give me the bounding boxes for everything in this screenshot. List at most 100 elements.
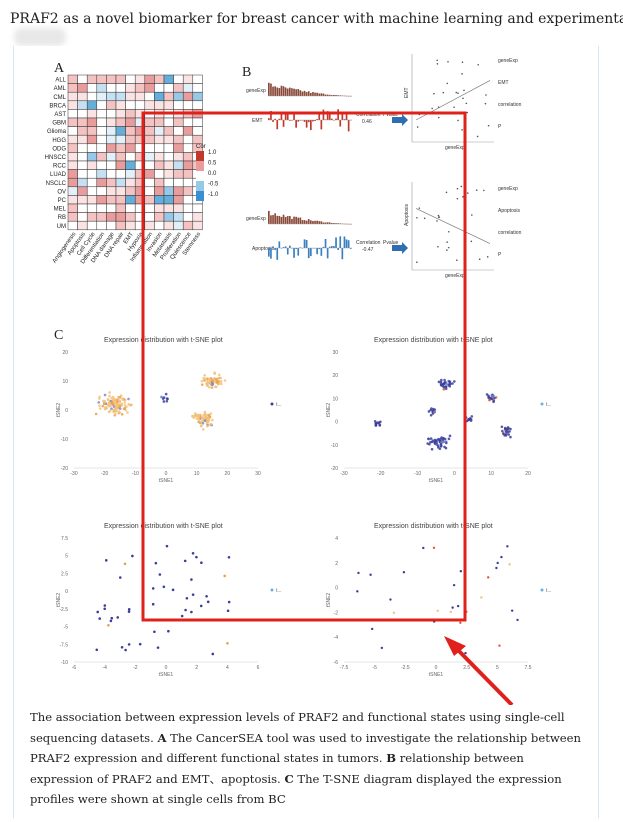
- heatmap-cell: [115, 169, 126, 179]
- heatmap-cell: [182, 126, 194, 136]
- heatmap-row-label: LUAD: [50, 172, 67, 178]
- track-bar: [289, 216, 291, 224]
- heatmap-cell: [86, 143, 98, 153]
- tsne-point: [206, 600, 210, 604]
- tsne-point: [197, 420, 200, 424]
- heatmap-cell: [154, 83, 165, 93]
- heatmap-cell: [125, 152, 136, 162]
- tsne-point: [211, 379, 215, 383]
- tsne-point: [153, 630, 156, 634]
- tsne-point: [490, 397, 494, 401]
- tsne-point: [444, 385, 448, 389]
- track-bar: [270, 110, 272, 120]
- tsne-point: [103, 604, 107, 607]
- track-bar: [314, 92, 316, 96]
- heatmap-cell: [154, 160, 165, 170]
- scatter-point: [446, 241, 448, 243]
- tsne-point: [205, 417, 209, 420]
- heatmap-cell: [182, 100, 194, 110]
- tsne-ytick: 30: [332, 350, 338, 356]
- tsne-plot-title: Expression distribution with t-SNE plot: [104, 523, 223, 530]
- tsne-point: [206, 424, 209, 428]
- tsne-xlabel: tSNE1: [429, 672, 444, 678]
- track-bar: [299, 90, 302, 96]
- tsne-point: [97, 401, 100, 404]
- heatmap-row-label: BRCA: [49, 103, 66, 109]
- b-legend-item: P: [498, 252, 502, 258]
- heatmap-cell: [173, 186, 184, 196]
- track-bar: [333, 94, 335, 96]
- track-label: geneExp: [246, 216, 266, 222]
- heatmap-cell: [144, 220, 155, 231]
- track-bar: [312, 92, 314, 96]
- tsne-xtick: 4: [226, 665, 229, 671]
- heatmap-cell: [96, 117, 107, 127]
- tsne-point: [114, 402, 117, 406]
- tsne-point: [447, 437, 451, 441]
- legend-swatch: [196, 151, 204, 161]
- tsne-ytick: -2.5: [59, 607, 68, 613]
- heatmap-cell: [77, 152, 88, 162]
- tsne-point: [500, 425, 504, 429]
- heatmap-row-label: HNSCC: [45, 155, 67, 161]
- tsne-ytick: 2.5: [61, 571, 68, 577]
- tsne-point: [119, 394, 123, 397]
- heatmap-cell: [154, 74, 165, 84]
- tsne-point: [98, 395, 101, 399]
- heatmap-cell: [182, 91, 194, 102]
- tsne-point: [500, 555, 503, 559]
- track-bar: [333, 120, 335, 121]
- track-bar: [349, 223, 352, 225]
- heatmap-cell: [77, 74, 88, 84]
- scatter-point: [462, 196, 464, 198]
- red-arrow: [444, 636, 514, 705]
- tsne-point: [498, 644, 501, 647]
- heatmap-cell: [163, 74, 174, 84]
- tsne-point: [219, 376, 222, 380]
- track-bar: [337, 109, 339, 120]
- heatmap-cell: [182, 152, 194, 162]
- heatmap-cell: [125, 186, 136, 196]
- tsne-ytick: -5: [64, 625, 69, 631]
- heatmap-cell: [96, 220, 107, 231]
- heatmap-cell: [192, 126, 203, 136]
- track-bar: [295, 120, 297, 128]
- tsne-point: [164, 392, 168, 396]
- tsne-point: [116, 616, 120, 619]
- heatmap-cell: [67, 100, 78, 110]
- heatmap-cell: [163, 177, 174, 188]
- track-bar: [297, 248, 300, 256]
- tsne-point: [103, 607, 106, 611]
- heatmap-cell: [125, 83, 136, 93]
- legend-tick: 0.0: [208, 171, 217, 177]
- heatmap-cell: [125, 177, 136, 188]
- track-bar: [314, 248, 316, 249]
- track-bar: [284, 87, 287, 96]
- track-bar: [320, 93, 323, 96]
- heatmap-row-label: RCC: [53, 164, 67, 170]
- tsne-point: [118, 403, 122, 406]
- track-bar: [349, 248, 352, 249]
- tsne-point: [171, 588, 175, 592]
- heatmap-row-label: GBM: [52, 121, 66, 127]
- heatmap-cell: [125, 220, 136, 231]
- tsne-point: [506, 545, 509, 548]
- heatmap-cell: [67, 203, 78, 213]
- heatmap-cell: [86, 195, 98, 205]
- track-bar: [316, 220, 318, 224]
- heatmap-cell: [144, 195, 155, 205]
- figure-image: A ALL AML CML BRCA AST GBM Glioma HGG ODG HNSCC RC…: [44, 54, 552, 705]
- heatmap-cell: [144, 100, 155, 110]
- scatter-point: [416, 216, 418, 219]
- heatmap-cell: [77, 177, 88, 188]
- scatter-point: [487, 124, 490, 127]
- track-bar: [301, 91, 304, 96]
- heatmap-cell: [115, 134, 126, 145]
- track-bar: [282, 86, 285, 96]
- tsne-xtick: 0: [453, 471, 456, 477]
- heatmap-cell: [67, 220, 78, 231]
- tsne-ylabel: tSNE2: [56, 593, 62, 608]
- track-bar: [272, 246, 274, 248]
- tsne-point: [126, 411, 129, 414]
- tsne-point: [151, 602, 155, 606]
